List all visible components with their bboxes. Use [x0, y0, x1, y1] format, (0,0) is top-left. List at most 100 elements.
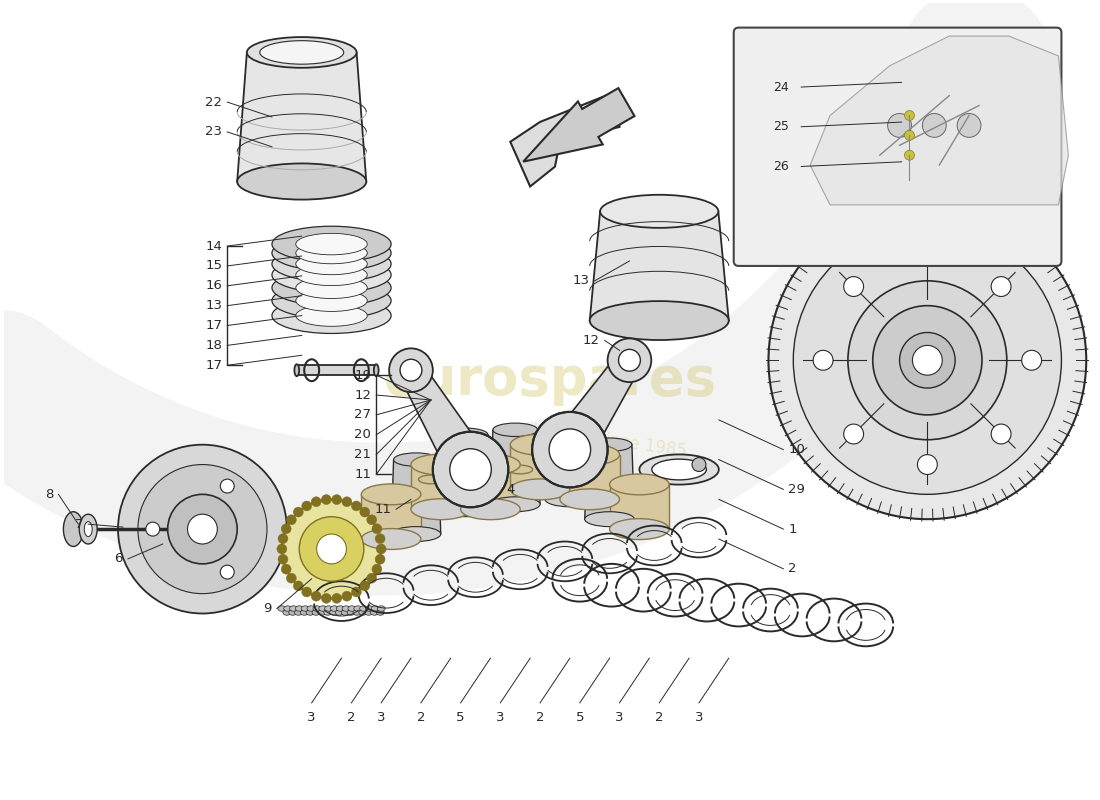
Circle shape	[917, 454, 937, 474]
Circle shape	[372, 524, 382, 534]
Ellipse shape	[377, 606, 385, 611]
Circle shape	[957, 114, 981, 138]
Circle shape	[282, 524, 292, 534]
Polygon shape	[238, 53, 366, 182]
Ellipse shape	[601, 194, 718, 228]
Ellipse shape	[319, 606, 327, 611]
Ellipse shape	[493, 423, 538, 437]
Ellipse shape	[590, 301, 728, 340]
Ellipse shape	[272, 298, 392, 334]
Text: 5: 5	[575, 711, 584, 724]
Text: eurospares: eurospares	[384, 354, 716, 406]
Circle shape	[692, 458, 706, 471]
Ellipse shape	[585, 512, 635, 526]
Text: 17: 17	[206, 319, 222, 332]
Circle shape	[844, 277, 864, 297]
Ellipse shape	[348, 610, 355, 615]
Circle shape	[167, 494, 238, 564]
Ellipse shape	[441, 502, 491, 517]
Circle shape	[607, 338, 651, 382]
Ellipse shape	[510, 479, 570, 500]
Text: 24: 24	[773, 81, 789, 94]
Circle shape	[351, 587, 361, 597]
Ellipse shape	[296, 305, 367, 326]
Ellipse shape	[609, 474, 669, 495]
Circle shape	[146, 522, 160, 536]
Circle shape	[872, 306, 982, 415]
Text: 7: 7	[75, 518, 84, 530]
Circle shape	[286, 573, 296, 583]
Ellipse shape	[359, 610, 366, 615]
Text: 3: 3	[377, 711, 385, 724]
Ellipse shape	[342, 606, 350, 611]
Polygon shape	[491, 430, 540, 504]
Circle shape	[278, 554, 288, 564]
Circle shape	[220, 479, 234, 493]
Ellipse shape	[306, 610, 315, 615]
Ellipse shape	[296, 254, 367, 274]
Ellipse shape	[295, 364, 299, 376]
Ellipse shape	[411, 499, 471, 520]
Circle shape	[917, 246, 937, 266]
Ellipse shape	[284, 606, 292, 611]
Text: 11: 11	[354, 468, 372, 481]
FancyBboxPatch shape	[734, 28, 1062, 266]
Text: 18: 18	[206, 339, 222, 352]
Ellipse shape	[461, 499, 520, 520]
Text: 22: 22	[206, 95, 222, 109]
Ellipse shape	[307, 606, 315, 611]
Ellipse shape	[296, 606, 304, 611]
Circle shape	[321, 594, 331, 603]
Text: 10: 10	[789, 443, 805, 456]
Text: 3: 3	[307, 711, 316, 724]
Polygon shape	[552, 353, 640, 462]
Ellipse shape	[353, 610, 361, 615]
Text: 1: 1	[789, 522, 796, 535]
Ellipse shape	[312, 610, 320, 615]
Circle shape	[769, 202, 1087, 519]
Circle shape	[844, 424, 864, 444]
Polygon shape	[441, 434, 491, 510]
Circle shape	[848, 281, 1006, 440]
Ellipse shape	[652, 459, 706, 480]
Ellipse shape	[64, 512, 84, 546]
Circle shape	[342, 497, 352, 506]
Text: 3: 3	[695, 711, 703, 724]
Text: 20: 20	[354, 428, 372, 442]
Circle shape	[376, 544, 386, 554]
Ellipse shape	[371, 610, 378, 615]
Circle shape	[923, 114, 946, 138]
Ellipse shape	[364, 610, 373, 615]
Circle shape	[138, 465, 267, 594]
Polygon shape	[524, 88, 635, 162]
Circle shape	[282, 499, 382, 598]
Text: 19: 19	[354, 369, 372, 382]
Text: 12: 12	[354, 389, 372, 402]
Ellipse shape	[246, 37, 356, 68]
Ellipse shape	[278, 606, 286, 611]
Circle shape	[991, 277, 1011, 297]
Circle shape	[375, 534, 385, 544]
Circle shape	[118, 445, 287, 614]
Polygon shape	[560, 454, 619, 499]
Ellipse shape	[324, 606, 332, 611]
Ellipse shape	[318, 610, 326, 615]
Text: 9: 9	[264, 602, 272, 615]
Polygon shape	[585, 445, 635, 519]
Polygon shape	[510, 94, 619, 186]
Ellipse shape	[348, 606, 356, 611]
Ellipse shape	[392, 526, 441, 542]
Circle shape	[904, 110, 914, 121]
Circle shape	[332, 494, 342, 505]
Circle shape	[317, 534, 346, 564]
Text: 13: 13	[206, 299, 222, 312]
Circle shape	[220, 565, 234, 579]
Ellipse shape	[544, 492, 595, 506]
Ellipse shape	[560, 444, 619, 465]
Text: 17: 17	[206, 358, 222, 372]
Ellipse shape	[394, 453, 438, 466]
Ellipse shape	[289, 606, 297, 611]
Circle shape	[311, 591, 321, 601]
Ellipse shape	[314, 606, 321, 611]
Ellipse shape	[323, 610, 332, 615]
